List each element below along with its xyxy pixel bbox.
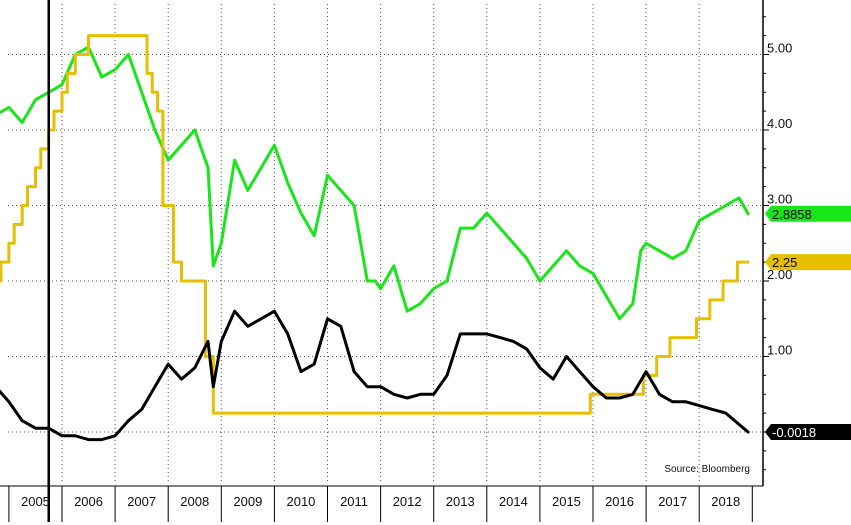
value-tag-label: -0.0018 [772, 425, 816, 440]
x-tick-label: 2010 [286, 494, 315, 509]
x-tick-label: 2005 [21, 494, 50, 509]
x-tick-label: 2017 [658, 494, 687, 509]
x-tick-label: 2014 [499, 494, 528, 509]
y-tick-label: 5.00 [767, 41, 792, 56]
axis-layer: 1.00 2.00 3.00 4.00 5.00 2005 2006 2007 2008 2009… [0, 0, 792, 522]
y-tick-label: 1.00 [767, 343, 792, 358]
value-tag-yellow: 2.25 [765, 254, 851, 271]
series-layer [0, 34, 750, 442]
x-tick-label: 2007 [127, 494, 156, 509]
value-tags: 2.8858 2.25 -0.0018 [765, 205, 851, 440]
x-tick-label: 2016 [605, 494, 634, 509]
value-tag-label: 2.8858 [772, 207, 812, 222]
x-tick-label: 2013 [446, 494, 475, 509]
series-line-yellow [0, 34, 750, 415]
source-label: Source: Bloomberg [664, 464, 750, 475]
series-line-black [0, 309, 750, 442]
series-line-green [0, 45, 750, 321]
x-tick-label: 2018 [711, 494, 740, 509]
y-tick-label: 3.00 [767, 192, 792, 207]
value-tag-green: 2.8858 [765, 205, 851, 222]
y-tick-label: 2.00 [767, 267, 792, 282]
value-tag-black: -0.0018 [765, 424, 851, 440]
x-tick-label: 2011 [340, 494, 368, 509]
x-tick-label: 2015 [552, 494, 581, 509]
value-tag-label: 2.25 [772, 255, 797, 270]
value-tag-box [765, 254, 851, 271]
value-tag-box [765, 205, 851, 222]
x-tick-label: 2009 [233, 494, 262, 509]
x-tick-label: 2006 [74, 494, 103, 509]
x-tick-label: 2008 [180, 494, 209, 509]
x-tick-label: 2012 [393, 494, 422, 509]
y-tick-label: 4.00 [767, 116, 792, 131]
value-tag-box [765, 424, 851, 440]
